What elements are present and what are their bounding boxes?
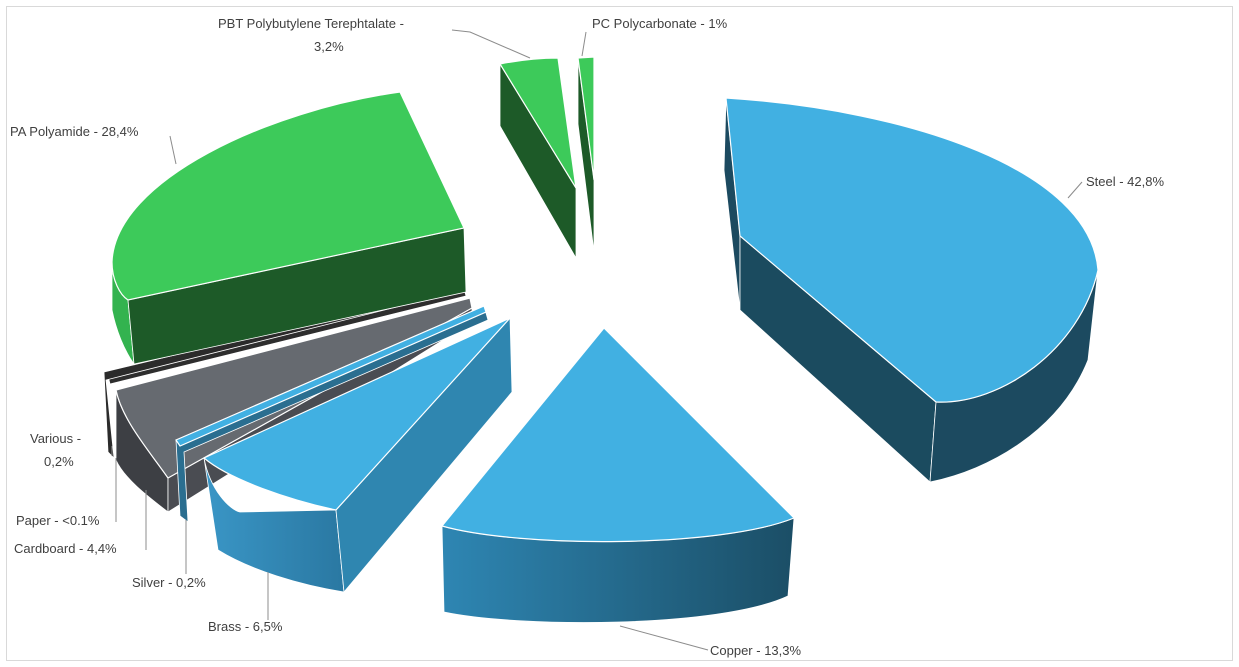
slice-brass: [202, 316, 513, 593]
label-cardboard: Cardboard - 4,4%: [14, 541, 117, 556]
label-pbt-line2: 3,2%: [314, 39, 344, 54]
label-silver: Silver - 0,2%: [132, 575, 206, 590]
label-brass: Brass - 6,5%: [208, 619, 283, 634]
label-steel: Steel - 42,8%: [1086, 174, 1164, 189]
label-various-line2: 0,2%: [44, 454, 74, 469]
leader-steel: [1067, 181, 1083, 199]
slice-copper: [440, 327, 796, 623]
label-pc: PC Polycarbonate - 1%: [592, 16, 728, 31]
leader-copper: [619, 625, 709, 651]
leader-pa: [169, 135, 177, 165]
leader-pc: [581, 31, 587, 57]
label-pa-polyamide: PA Polyamide - 28,4%: [10, 124, 139, 139]
slice-pbt: [499, 57, 577, 260]
label-various-line1: Various -: [30, 431, 81, 446]
label-pbt-line1: PBT Polybutylene Terephtalate -: [218, 16, 404, 31]
slice-silver: [175, 305, 489, 523]
slice-pa-polyamide: [111, 91, 467, 366]
leader-pbt: [451, 29, 531, 59]
leader-lines: [111, 29, 1083, 651]
slice-steel: [723, 97, 1099, 483]
slice-pc: [577, 56, 595, 253]
label-copper: Copper - 13,3%: [710, 643, 801, 658]
data-labels: Steel - 42,8% Copper - 13,3% Brass - 6,5…: [10, 16, 1164, 658]
label-paper: Paper - <0.1%: [16, 513, 100, 528]
